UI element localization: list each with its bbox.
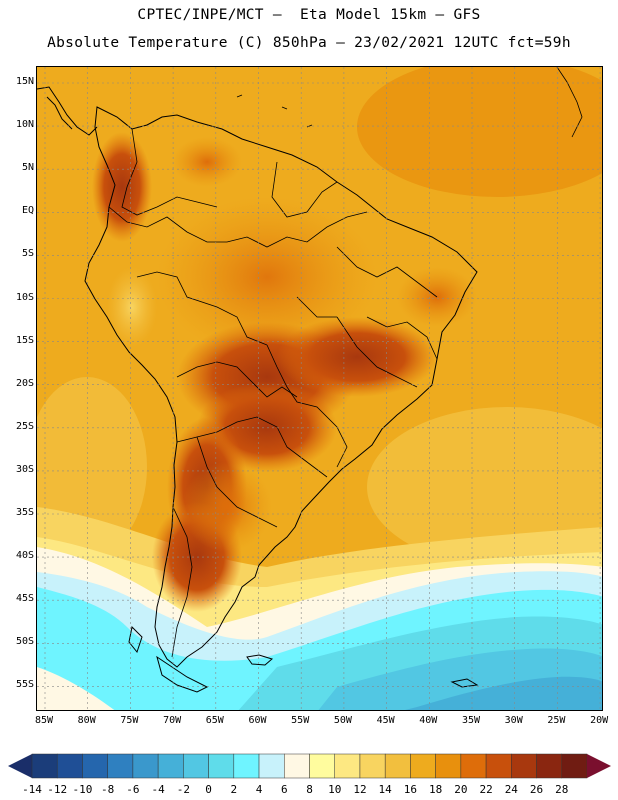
light-peru-coast	[107, 267, 157, 347]
colorbar-label: 12	[353, 783, 367, 796]
colorbar-segment	[511, 753, 537, 779]
lat-tick-label: 15N	[15, 76, 34, 87]
colorbar-label: -12	[47, 783, 68, 796]
lat-tick-label: 10N	[15, 119, 34, 131]
central-america-outline	[37, 86, 98, 136]
colorbar-over-arrow	[587, 754, 611, 778]
lat-tick-label: 5N	[21, 162, 34, 174]
colorbar-segment	[410, 753, 436, 779]
lat-tick-label: 30S	[15, 463, 34, 475]
title-line-2: Absolute Temperature (C) 850hPa – 23/02/…	[47, 35, 571, 51]
falkland-islands	[246, 654, 274, 666]
colorbar-segment	[208, 753, 235, 779]
colorbar-label: -6	[126, 783, 140, 796]
colorbar-segment	[82, 753, 108, 779]
colorbar-segment	[309, 753, 335, 779]
warm-nw-atlantic	[357, 67, 602, 197]
hot-andes-north	[92, 132, 152, 242]
colorbar-label: -2	[176, 783, 190, 796]
colorbar-label: 20	[454, 783, 468, 796]
continent-outline	[84, 106, 478, 668]
colorbar-label: 4	[255, 783, 263, 796]
colorbar-label: 24	[504, 783, 518, 796]
colorbar-segment	[561, 753, 588, 779]
colorbar-label: 8	[306, 783, 313, 796]
colorbar-segment	[485, 753, 512, 779]
band-cream-pacific	[37, 667, 115, 710]
lat-tick-label: 20S	[15, 377, 34, 389]
lon-tick-label: 65W	[205, 715, 224, 726]
lat-tick-label: EQ	[21, 205, 34, 217]
lat-tick-label: 55S	[15, 679, 34, 691]
map-canvas	[37, 67, 602, 710]
colorbar-segment	[435, 753, 462, 779]
colorbar-segment	[359, 753, 386, 779]
colorbar	[8, 753, 611, 779]
colorbar-label: -8	[101, 783, 115, 796]
lon-tick-label: 85W	[34, 715, 54, 726]
band-blue	[405, 676, 602, 710]
warm-venezuela	[172, 137, 242, 187]
lon-tick-label: 50W	[333, 715, 352, 726]
lat-tick-label: 10S	[15, 291, 34, 303]
colorbar-segment	[536, 753, 563, 779]
colorbar-segment	[56, 753, 83, 779]
colorbar-label: 28	[555, 783, 569, 796]
warm-chaco	[182, 462, 272, 552]
lat-tick-label: 50S	[15, 636, 34, 648]
colorbar-label: 6	[280, 783, 288, 796]
lat-tick-label: 35S	[15, 507, 34, 518]
colorbar-label: 10	[328, 783, 342, 796]
colorbar-label: 22	[479, 783, 493, 796]
lon-tick-label: 80W	[77, 715, 96, 726]
lon-tick-label: 25W	[547, 715, 566, 726]
colorbar-segment	[384, 753, 411, 779]
lon-tick-label: 40W	[419, 715, 438, 726]
colorbar-label: 18	[429, 783, 443, 796]
colorbar-label: 14	[378, 783, 392, 796]
light-east-atlantic	[367, 407, 602, 567]
lat-tick-label: 5S	[21, 248, 34, 260]
colorbar-segment	[233, 753, 260, 779]
lat-tick-label: 45S	[15, 593, 34, 605]
colorbar-segment	[284, 753, 310, 779]
colorbar-under-arrow	[8, 754, 32, 778]
lon-tick-label: 45W	[376, 715, 395, 726]
lat-tick-label: 15S	[15, 334, 34, 346]
colorbar-label: 0	[205, 783, 212, 796]
lat-tick-label: 40S	[15, 550, 34, 562]
colorbar-segment	[132, 753, 159, 779]
lon-tick-label: 55W	[291, 715, 310, 726]
colorbar-segment	[31, 753, 58, 779]
lon-tick-label: 70W	[163, 715, 182, 726]
colorbar-label: -4	[151, 783, 165, 796]
lon-tick-label: 20W	[590, 715, 609, 726]
colorbar-segment	[107, 753, 134, 779]
colorbar-segment	[183, 753, 209, 779]
caribbean-islands	[236, 67, 583, 138]
colorbar-label: 26	[529, 783, 544, 796]
colorbar-label: -10	[72, 783, 93, 796]
colorbar-segment	[460, 753, 487, 779]
title-line-1: CPTEC/INPE/MCT – Eta Model 15km – GFS	[137, 7, 481, 23]
colorbar-label: 16	[403, 783, 418, 796]
lat-tick-label: 25S	[15, 420, 34, 432]
lon-tick-label: 75W	[120, 715, 139, 726]
colorbar-label: -14	[22, 783, 42, 796]
lon-tick-label: 35W	[461, 715, 481, 726]
lon-tick-label: 30W	[504, 715, 523, 726]
colorbar-label: 2	[230, 783, 238, 796]
colorbar-segment	[258, 753, 285, 779]
country-borders	[108, 128, 438, 658]
colorbar-segment	[334, 753, 361, 779]
temperature-map	[36, 66, 603, 711]
lon-tick-label: 60W	[248, 715, 267, 726]
colorbar-segment	[157, 753, 184, 779]
south-georgia	[450, 678, 479, 688]
tierra-del-fuego	[128, 625, 209, 693]
